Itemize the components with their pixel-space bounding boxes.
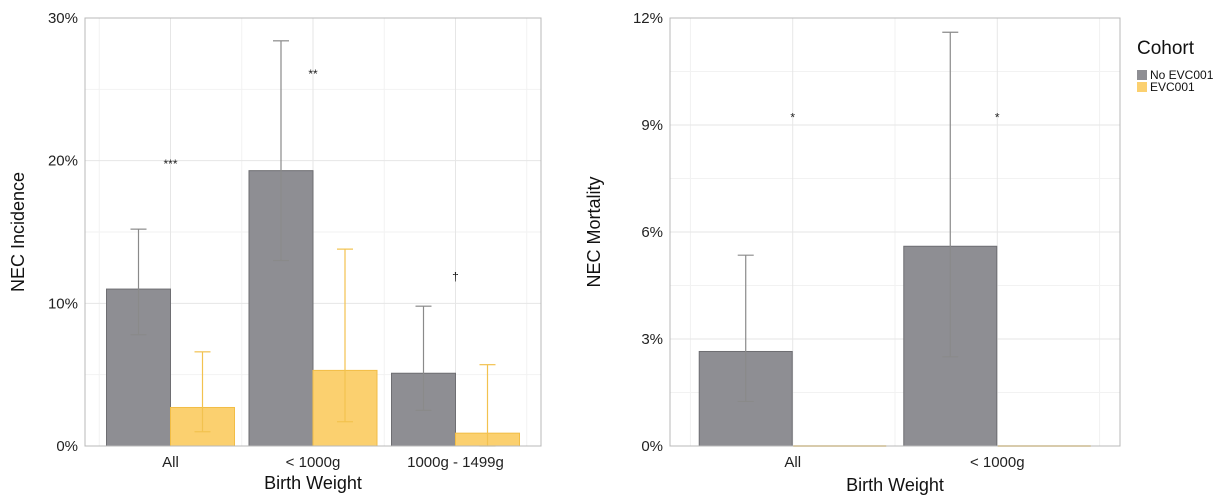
error-bar-no-evc001 (273, 40, 289, 262)
error-bar-no-evc001 (942, 31, 959, 358)
y-axis-title: NEC Incidence (8, 172, 28, 292)
y-tick-label: 0% (56, 438, 78, 455)
x-tick-label: < 1000g (286, 454, 341, 471)
x-axis-title: Birth Weight (846, 475, 944, 495)
legend-swatch-evc001 (1137, 82, 1147, 92)
error-bar-no-evc001 (415, 305, 432, 411)
nec-incidence-chart: 0%10%20%30%All < 1000g 1000g - 1499g*****†… (8, 10, 542, 493)
y-tick-label: 12% (633, 10, 663, 27)
legend-title: Cohort (1137, 38, 1195, 59)
panel-border (669, 17, 1121, 447)
panel-border (84, 17, 542, 447)
error-bar-no-evc001 (737, 254, 754, 403)
x-tick-label: All (162, 454, 179, 471)
y-tick-label: 0% (641, 438, 663, 455)
significance-marker: *** (163, 157, 177, 171)
significance-marker: * (995, 110, 1000, 124)
cohort-legend: Cohort No EVC001 EVC001 (1137, 38, 1214, 94)
y-tick-label: 9% (641, 117, 663, 134)
y-tick-label: 20% (48, 153, 78, 170)
y-tick-label: 10% (48, 295, 78, 312)
y-tick-label: 3% (641, 331, 663, 348)
y-axis-title: NEC Mortality (584, 176, 604, 287)
error-bar-no-evc001 (130, 228, 147, 336)
y-tick-label: 30% (48, 10, 78, 27)
significance-marker: ** (308, 67, 318, 81)
significance-marker: * (790, 110, 795, 124)
x-tick-label: 1000g - 1499g (407, 454, 504, 471)
x-tick-label: All (784, 454, 801, 471)
legend-swatch-no-evc001 (1137, 70, 1147, 80)
nec-mortality-chart: 0% 3% 6% 9% 12% All < 1000g * * Birth Weight NEC M… (584, 10, 1121, 495)
legend-label-evc001: EVC001 (1150, 80, 1195, 94)
x-axis-title: Birth Weight (264, 473, 362, 493)
y-tick-label: 6% (641, 224, 663, 241)
error-bar-evc001 (194, 351, 211, 433)
significance-marker: † (452, 270, 459, 284)
error-bar-evc001 (337, 248, 353, 423)
legend-label-no-evc001: No EVC001 (1150, 68, 1214, 82)
x-tick-label: < 1000g (970, 454, 1025, 471)
